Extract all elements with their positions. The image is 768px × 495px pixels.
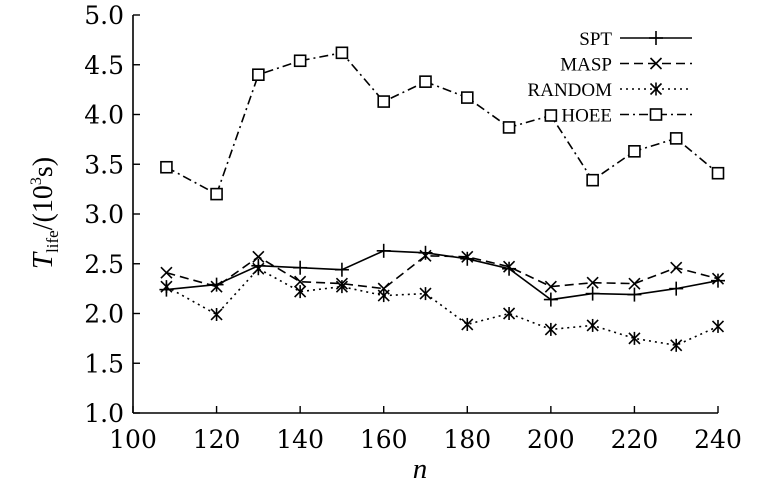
point-masp <box>670 261 683 274</box>
point-masp <box>544 280 557 293</box>
point-random <box>377 289 390 303</box>
point-random <box>586 318 599 332</box>
axes <box>132 15 718 414</box>
point-masp <box>503 260 516 273</box>
point-random <box>210 307 223 321</box>
y-axis-title-middle: /(10 <box>28 185 59 230</box>
series-line-random <box>166 267 719 347</box>
x-tick-label: 200 <box>527 425 575 454</box>
legend-marker-spt <box>649 31 663 45</box>
y-tick-label: 4.0 <box>84 101 124 130</box>
point-hoee <box>669 132 683 145</box>
point-spt <box>209 277 224 292</box>
point-random <box>628 331 641 345</box>
x-tick-label: 180 <box>443 425 491 454</box>
point-hoee <box>502 121 516 134</box>
point-hoee <box>586 173 599 187</box>
point-hoee <box>210 187 223 201</box>
point-random <box>294 285 307 299</box>
point-spt <box>711 273 725 288</box>
point-spt <box>585 286 600 301</box>
point-hoee <box>160 160 173 174</box>
point-random <box>544 322 557 336</box>
point-spt <box>376 243 391 258</box>
point-spt <box>418 245 433 260</box>
legend: SPT MASP RANDOM HOEE <box>528 29 692 127</box>
point-hoee <box>628 145 641 158</box>
legend-label-masp: MASP <box>560 55 612 76</box>
point-random <box>419 287 432 301</box>
y-tick-label: 2.0 <box>84 300 124 329</box>
point-spt <box>502 261 517 276</box>
point-hoee <box>460 91 474 104</box>
legend-marker-random <box>649 82 663 96</box>
point-spt <box>543 292 558 307</box>
y-tick-label: 4.5 <box>84 51 124 80</box>
point-masp <box>628 277 641 290</box>
series-line-hoee <box>166 51 719 196</box>
point-random <box>711 319 725 333</box>
point-random <box>503 307 516 320</box>
y-axis-title: Tlife/(103s) <box>27 157 62 269</box>
x-tick-label: 120 <box>193 425 241 454</box>
legend-label-spt: SPT <box>579 29 612 50</box>
point-spt <box>627 287 642 302</box>
point-masp <box>294 275 307 288</box>
y-tick-label: 3.5 <box>84 150 124 179</box>
y-tick-label: 1.0 <box>84 399 124 428</box>
point-hoee <box>252 68 265 81</box>
point-spt <box>669 281 684 296</box>
series-line-masp <box>166 254 719 290</box>
y-tick-label: 3.0 <box>84 200 124 229</box>
x-axis-title: n <box>413 453 428 485</box>
point-spt <box>334 262 349 277</box>
point-masp <box>461 250 474 263</box>
series-markers <box>159 46 725 352</box>
point-masp <box>419 249 432 262</box>
series-lines <box>166 51 719 347</box>
point-masp <box>160 266 173 279</box>
y-axis-title-subscript: life <box>43 230 62 253</box>
point-hoee <box>711 166 725 180</box>
legend-label-hoee: HOEE <box>561 106 612 127</box>
point-hoee <box>335 46 349 60</box>
x-tick-label: 160 <box>360 425 408 454</box>
series-line-spt <box>166 249 719 301</box>
x-tick-label: 140 <box>276 425 324 454</box>
y-axis-title-superscript: 3 <box>28 177 45 185</box>
point-random <box>252 262 265 276</box>
point-masp <box>711 272 725 285</box>
point-spt <box>293 260 308 275</box>
point-random <box>461 317 474 331</box>
x-tick-label: 240 <box>694 425 742 454</box>
y-tick-label: 1.5 <box>84 349 124 378</box>
legend-marker-masp <box>649 57 663 70</box>
point-random <box>160 280 173 294</box>
point-hoee <box>544 109 558 122</box>
point-hoee <box>377 95 391 108</box>
y-axis-title-main: T <box>27 251 59 269</box>
ticks: 1.0 1.5 2.0 2.5 3.0 3.5 4.0 4.5 5.0 100 120 140 160 1… <box>84 1 742 454</box>
y-tick-label: 5.0 <box>84 1 124 30</box>
point-masp <box>210 280 223 293</box>
x-tick-label: 220 <box>611 425 659 454</box>
point-hoee <box>419 75 432 88</box>
point-random <box>670 338 683 352</box>
point-hoee <box>293 54 307 68</box>
y-tick-label: 2.5 <box>84 250 124 279</box>
y-axis-title-end: s) <box>28 157 59 177</box>
point-masp <box>586 276 599 289</box>
legend-label-random: RANDOM <box>528 80 613 101</box>
legend-marker-hoee <box>649 108 663 121</box>
point-spt <box>460 251 475 266</box>
point-random <box>335 280 348 294</box>
point-masp <box>252 250 265 263</box>
x-tick-label: 100 <box>109 425 157 454</box>
